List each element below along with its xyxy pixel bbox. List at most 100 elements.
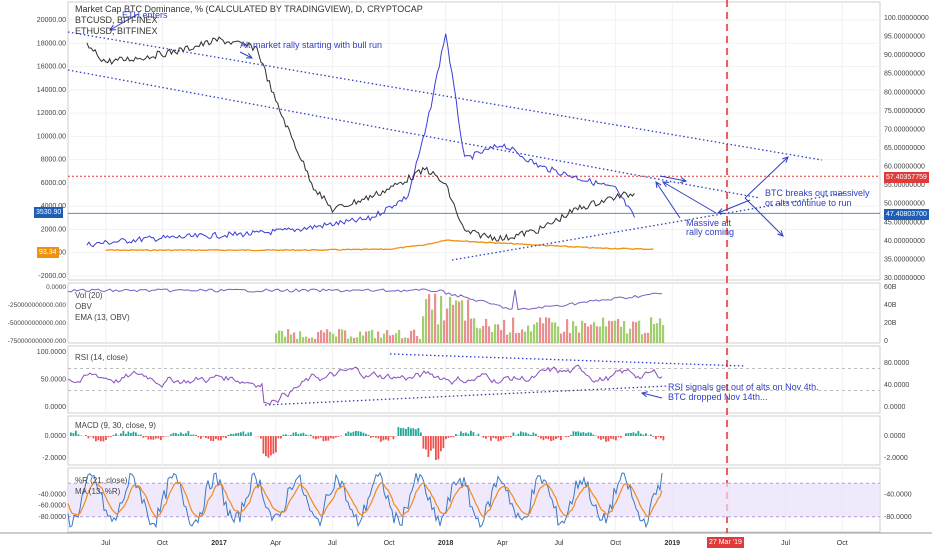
volume-bar <box>509 332 512 343</box>
vol-right-tick: 40B <box>884 302 897 309</box>
volume-bar <box>311 337 314 343</box>
volume-bar <box>590 324 593 343</box>
volume-bar <box>539 317 542 343</box>
macd-bar <box>282 434 285 436</box>
macd-bar <box>465 432 467 436</box>
volume-bar <box>434 293 437 343</box>
macd-bar <box>597 436 600 439</box>
volume-bar <box>278 330 281 343</box>
arrow-breakout-down <box>744 197 784 237</box>
x-tick-label: Oct <box>610 540 621 547</box>
arrow-alt-rally-head <box>245 52 254 59</box>
volume-bar <box>275 333 278 343</box>
volume-bar <box>431 309 434 343</box>
macd-bar <box>207 436 210 439</box>
volume-bar <box>518 332 521 343</box>
arrow-alt-rally <box>239 51 253 59</box>
macd-bar <box>310 434 312 436</box>
volume-bar <box>314 338 317 343</box>
left-tick-label: 12000.00 <box>37 110 66 117</box>
macd-bar <box>97 436 100 441</box>
macd-bar <box>102 436 105 442</box>
x-tick-label: Jul <box>555 540 564 547</box>
macd-bar <box>412 428 415 436</box>
volume-bar <box>404 337 407 343</box>
macd-bar <box>105 436 107 440</box>
volume-bar <box>425 299 428 343</box>
macd-bar <box>532 432 535 436</box>
volume-bar <box>644 332 647 343</box>
volume-bar <box>320 330 323 343</box>
macd-bar <box>242 431 245 436</box>
annotation-alt-rally: Alt market rally starting with bull run <box>240 40 383 50</box>
macd-bar <box>95 436 97 442</box>
macd-bar <box>592 434 595 436</box>
x-tick-label: 2018 <box>438 540 454 547</box>
macd-bar <box>170 434 172 436</box>
volume-bar <box>482 325 485 343</box>
volume-bar <box>656 323 659 343</box>
macd-bar <box>430 436 432 451</box>
volume-bar <box>332 333 335 343</box>
macd-bar <box>535 433 537 436</box>
x-tick-label: Oct <box>837 540 848 547</box>
macd-bar <box>600 436 602 440</box>
macd-bar <box>190 434 192 436</box>
macd-bar <box>517 433 520 436</box>
date-badge: 27 Mar '19 <box>707 537 744 548</box>
macd-bar <box>585 433 587 436</box>
volume-bar <box>308 338 311 343</box>
macd-bar <box>645 433 647 436</box>
wr-line <box>67 472 663 529</box>
arrow-alt-rally-left <box>662 181 717 214</box>
rsi-right-tick: 0.0000 <box>884 404 906 411</box>
macd-bar <box>112 434 115 436</box>
volume-bar <box>596 326 599 343</box>
right-tick-label: 55.00000000 <box>884 182 925 189</box>
annotation-rally-coming: rally coming <box>686 227 735 237</box>
right-tick-label: 45.00000000 <box>884 219 925 226</box>
series-btc-dominance <box>86 33 635 248</box>
volume-bar <box>524 331 527 343</box>
macd-bar <box>552 436 555 441</box>
right-tick-label: 70.00000000 <box>884 126 925 133</box>
macd-bar <box>325 436 327 441</box>
annotation-massive-alt: Massive alt <box>686 218 732 228</box>
wr-left-tick: -80.0000 <box>38 514 66 521</box>
macd-bar <box>177 434 180 436</box>
volume-bar <box>356 337 359 343</box>
macd-bar <box>367 434 370 436</box>
macd-bar <box>137 434 140 436</box>
annotation-btc-breaks: BTC breaks out massively <box>765 188 870 198</box>
macd-bar <box>435 436 437 460</box>
vol-label: Vol (20) <box>75 291 103 300</box>
rsi-line <box>67 364 663 405</box>
left-tick-label: 10000.00 <box>37 133 66 140</box>
volume-bar <box>446 308 449 343</box>
volume-bar <box>632 321 635 343</box>
rsi-left-tick: 50.0000 <box>41 377 66 384</box>
macd-bar <box>212 436 215 442</box>
volume-bar <box>347 338 350 343</box>
volume-bar <box>464 320 467 343</box>
macd-bar <box>327 436 330 441</box>
macd-bar <box>287 435 290 436</box>
volume-bar <box>584 323 587 343</box>
volume-bar <box>488 326 491 343</box>
volume-bar <box>485 318 488 343</box>
x-tick-label: Apr <box>497 540 509 547</box>
macd-bar <box>515 435 517 436</box>
macd-bar <box>215 436 217 439</box>
volume-bar <box>560 333 563 343</box>
macd-bar <box>240 432 242 436</box>
macd-bar <box>300 433 302 436</box>
volume-bar <box>494 324 497 343</box>
macd-bar <box>510 436 512 438</box>
macd-bar <box>197 436 200 438</box>
macd-bar <box>372 436 375 438</box>
macd-bar <box>200 436 202 439</box>
macd-bar <box>507 436 510 437</box>
volume-bar <box>287 329 290 343</box>
macd-bar <box>345 433 347 436</box>
macd-bar <box>475 435 477 436</box>
